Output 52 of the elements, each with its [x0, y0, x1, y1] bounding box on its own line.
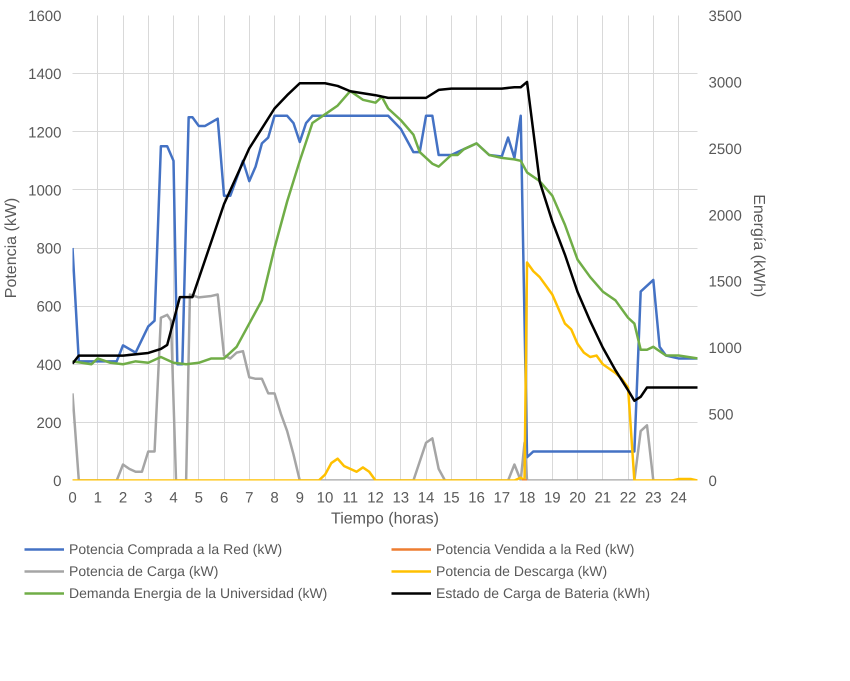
x-tick-label: 0: [68, 490, 77, 506]
x-tick-label: 12: [367, 490, 384, 506]
x-tick-label: 23: [644, 490, 662, 506]
x-tick-label: 21: [594, 490, 612, 506]
x-tick-label: 13: [392, 490, 410, 506]
x-tick-label: 7: [245, 490, 254, 506]
y-tick-label: 0: [53, 473, 62, 490]
y-tick-label: 1600: [28, 8, 62, 25]
y2-tick-label: 3000: [708, 74, 742, 92]
y-tick-label: 800: [36, 240, 62, 258]
x-axis-title: Tiempo (horas): [331, 510, 439, 528]
x-tick-label: 14: [418, 490, 434, 506]
y2-tick-label: 0: [708, 473, 717, 490]
x-tick-label: 8: [270, 490, 279, 506]
x-tick-label: 18: [518, 490, 536, 506]
x-tick-label: 9: [296, 490, 304, 506]
y2-tick-label: 500: [708, 406, 734, 424]
y-tick-label: 1200: [28, 124, 62, 142]
x-tick-label: 17: [493, 490, 510, 506]
legend-label: Estado de Carga de Bateria (kWh): [436, 585, 651, 601]
y-tick-label: 1400: [28, 66, 62, 84]
x-tick-label: 6: [220, 490, 228, 506]
x-tick-label: 22: [620, 490, 636, 506]
y2-axis-title: Energía (kWh): [750, 194, 767, 298]
x-tick-label: 20: [569, 490, 586, 506]
x-tick-label: 16: [468, 490, 485, 506]
legend-label: Potencia Vendida a la Red (kW): [436, 541, 636, 557]
x-tick-label: 2: [118, 490, 128, 506]
x-tick-label: 15: [442, 490, 460, 506]
x-tick-label: 1: [94, 490, 102, 506]
line-series: [72, 114, 698, 458]
x-tick-label: 10: [316, 490, 334, 506]
y-tick-label: 600: [36, 298, 62, 316]
legend-label: Demanda Energia de la Universidad (kW): [69, 585, 328, 601]
legend-label: Potencia de Descarga (kW): [436, 563, 608, 579]
y2-tick-label: 3500: [708, 8, 742, 25]
y2-tick-label: 1000: [708, 340, 742, 358]
y2-tick-label: 2500: [708, 140, 742, 158]
x-tick-label: 3: [144, 490, 152, 506]
y-tick-label: 1000: [28, 182, 62, 200]
legend-label: Potencia de Carga (kW): [69, 563, 220, 579]
y-tick-label: 200: [36, 414, 62, 432]
x-tick-label: 4: [169, 490, 178, 506]
x-tick-label: 19: [544, 490, 561, 506]
y-tick-label: 400: [36, 356, 62, 374]
y2-tick-label: 1500: [708, 274, 742, 291]
legend-label: Potencia Comprada a la Red (kW): [69, 541, 284, 557]
y-axis-title: Potencia (kW): [3, 198, 20, 298]
y2-tick-label: 2000: [708, 207, 742, 224]
x-tick-label: 11: [342, 490, 358, 506]
x-tick-label: 24: [670, 490, 687, 506]
x-tick-label: 5: [194, 490, 203, 506]
